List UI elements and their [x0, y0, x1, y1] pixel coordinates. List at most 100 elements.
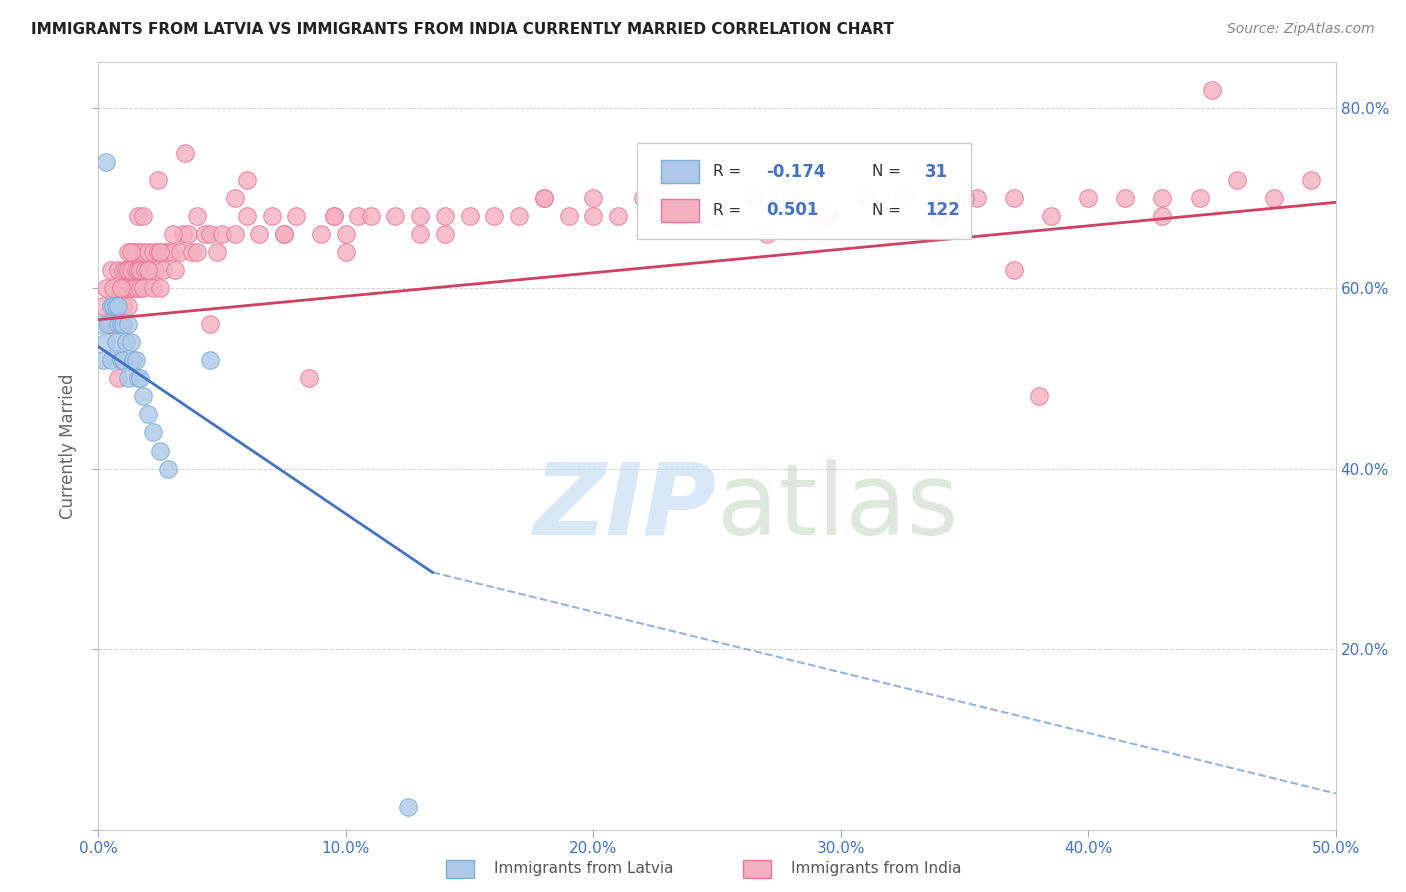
Point: [127, 209, 149, 223]
Point: [117, 299, 139, 313]
Point: [582, 209, 605, 223]
Point: [129, 281, 152, 295]
Y-axis label: Currently Married: Currently Married: [59, 373, 77, 519]
Point: [112, 299, 135, 313]
Point: [162, 244, 184, 259]
Point: [186, 244, 208, 259]
Point: [855, 191, 877, 205]
Point: [396, 800, 419, 814]
Point: [114, 335, 136, 350]
Point: [110, 281, 132, 295]
Text: R =: R =: [713, 202, 747, 218]
Point: [129, 371, 152, 385]
Text: Source: ZipAtlas.com: Source: ZipAtlas.com: [1227, 22, 1375, 37]
Point: [953, 191, 976, 205]
Point: [205, 244, 228, 259]
Point: [335, 227, 357, 241]
Point: [458, 209, 481, 223]
Point: [93, 299, 115, 313]
Point: [122, 353, 145, 368]
Text: ZIP: ZIP: [534, 458, 717, 556]
Point: [742, 191, 765, 205]
Point: [657, 209, 679, 223]
Point: [100, 317, 122, 331]
Point: [94, 154, 117, 169]
Point: [156, 244, 179, 259]
Point: [172, 227, 194, 241]
FancyBboxPatch shape: [637, 143, 970, 239]
Point: [122, 281, 145, 295]
Point: [174, 145, 197, 160]
Point: [181, 244, 204, 259]
Point: [1040, 209, 1063, 223]
Point: [149, 244, 172, 259]
Point: [136, 263, 159, 277]
Point: [136, 408, 159, 422]
Point: [120, 281, 142, 295]
Point: [139, 263, 162, 277]
Point: [706, 209, 728, 223]
Point: [146, 244, 169, 259]
Point: [129, 263, 152, 277]
Point: [194, 227, 217, 241]
Point: [112, 263, 135, 277]
Point: [132, 281, 155, 295]
Point: [94, 281, 117, 295]
Text: Immigrants from Latvia: Immigrants from Latvia: [495, 862, 673, 876]
Text: 0.501: 0.501: [766, 202, 818, 219]
Point: [117, 371, 139, 385]
Point: [224, 227, 246, 241]
Point: [1114, 191, 1136, 205]
Point: [90, 317, 112, 331]
Point: [169, 244, 191, 259]
Point: [142, 244, 165, 259]
Text: -0.174: -0.174: [766, 162, 827, 180]
Point: [127, 263, 149, 277]
Point: [533, 191, 555, 205]
Point: [103, 299, 125, 313]
Point: [127, 244, 149, 259]
Point: [93, 353, 115, 368]
Point: [891, 191, 914, 205]
Point: [780, 191, 803, 205]
Point: [120, 335, 142, 350]
Point: [132, 389, 155, 403]
Point: [384, 209, 406, 223]
FancyBboxPatch shape: [661, 160, 699, 183]
Point: [117, 263, 139, 277]
Point: [198, 353, 221, 368]
Point: [103, 281, 125, 295]
Point: [1028, 389, 1050, 403]
Point: [607, 209, 630, 223]
Point: [124, 244, 146, 259]
Point: [134, 263, 156, 277]
Point: [124, 263, 146, 277]
Point: [132, 209, 155, 223]
Point: [94, 335, 117, 350]
Point: [817, 209, 839, 223]
Point: [124, 281, 146, 295]
Point: [149, 281, 172, 295]
Point: [143, 263, 166, 277]
Point: [97, 317, 120, 331]
Point: [224, 191, 246, 205]
Point: [110, 281, 132, 295]
Point: [433, 209, 456, 223]
Point: [484, 209, 506, 223]
Point: [755, 227, 778, 241]
Point: [1201, 82, 1223, 96]
Point: [582, 191, 605, 205]
Point: [110, 317, 132, 331]
Point: [198, 227, 221, 241]
Point: [1188, 191, 1211, 205]
Point: [966, 191, 988, 205]
Point: [273, 227, 295, 241]
Point: [1226, 173, 1249, 187]
Point: [114, 263, 136, 277]
Point: [236, 209, 259, 223]
Point: [533, 191, 555, 205]
FancyBboxPatch shape: [661, 199, 699, 222]
Point: [176, 227, 198, 241]
Point: [142, 425, 165, 440]
Point: [928, 209, 950, 223]
